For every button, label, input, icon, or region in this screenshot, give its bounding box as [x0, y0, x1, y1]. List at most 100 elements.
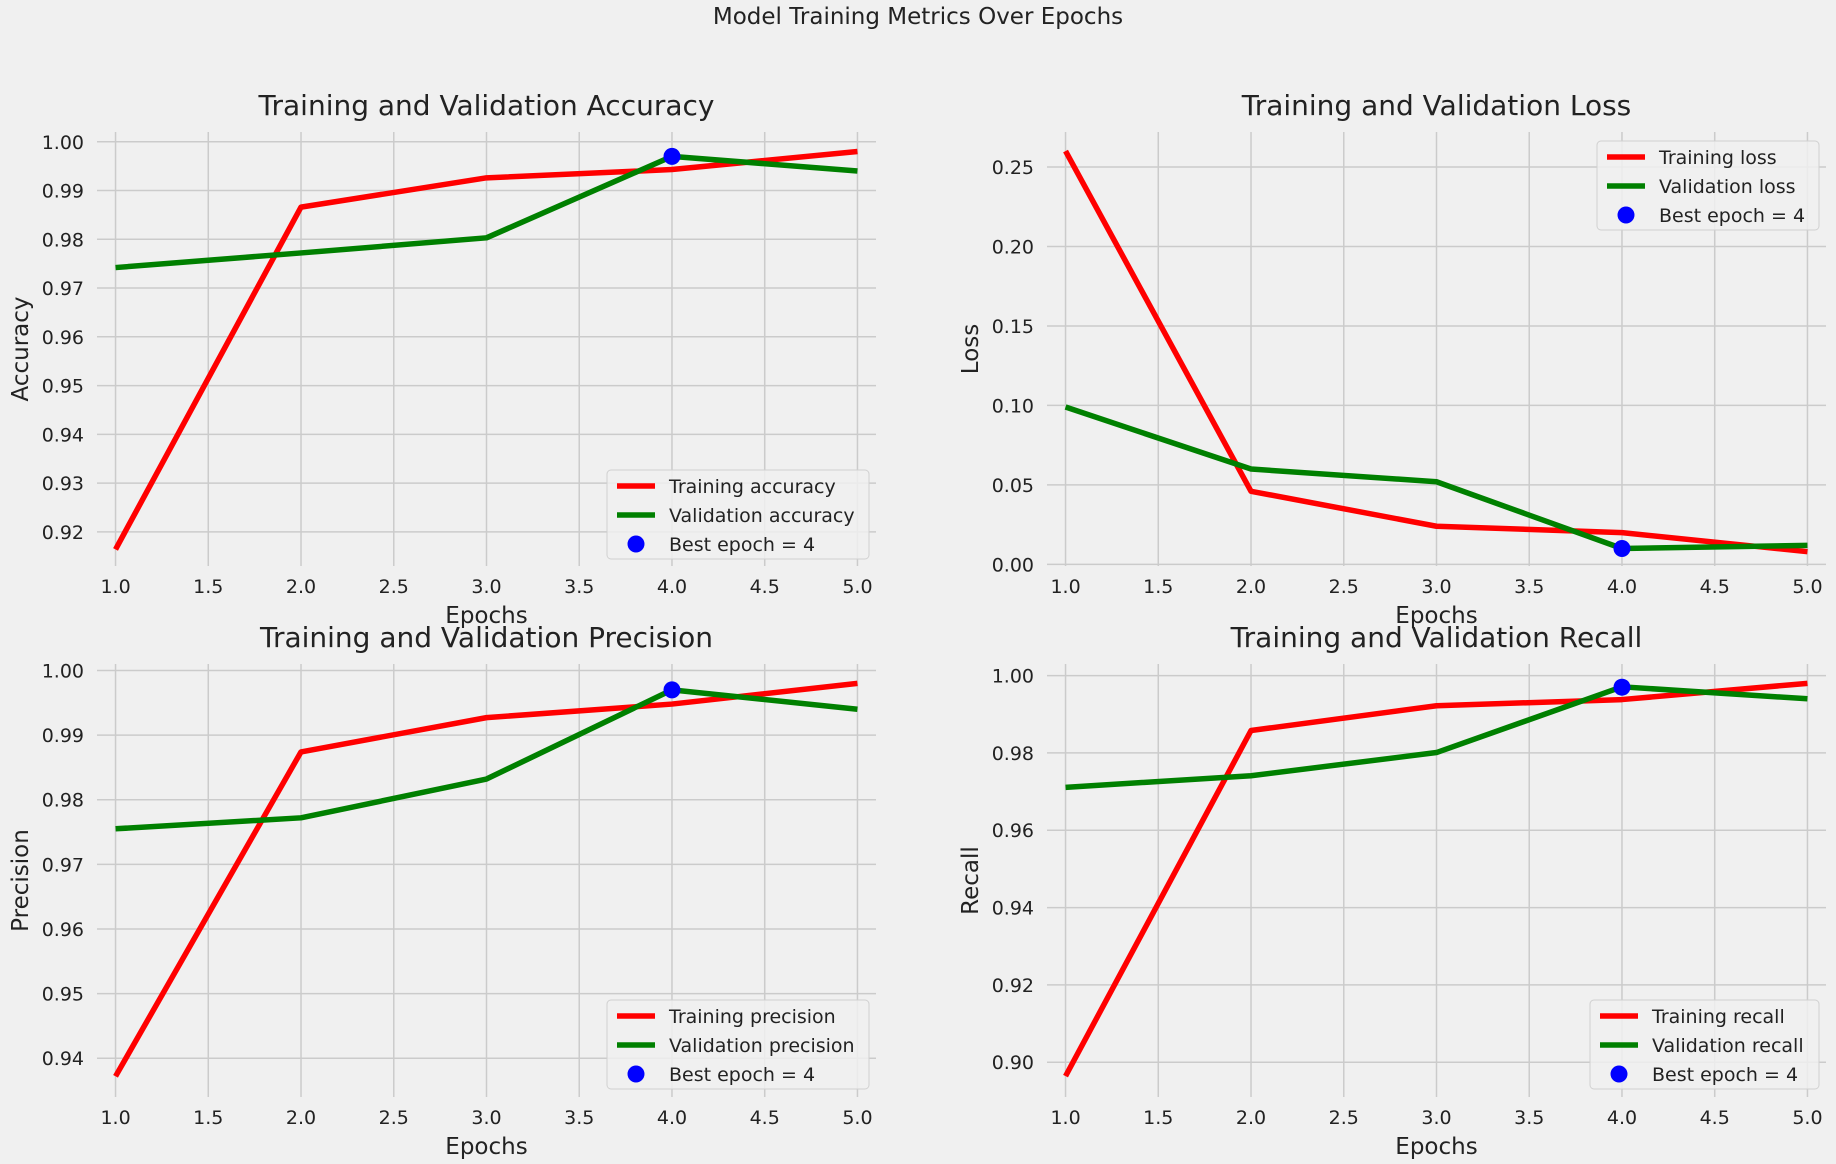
x-tick-label: 2.5 [379, 1107, 409, 1129]
x-tick-label: 3.0 [471, 576, 501, 598]
series-line-training [1063, 680, 1808, 1078]
y-tick-label: 0.25 [992, 157, 1034, 179]
legend-label: Best epoch = 4 [669, 534, 815, 556]
x-tick-label: 1.5 [193, 576, 223, 598]
x-axis-label: Epochs [445, 1134, 527, 1160]
series-line-validation [1064, 404, 1808, 552]
y-tick-label: 0.15 [992, 316, 1034, 338]
y-tick-label: 0.10 [992, 395, 1034, 417]
x-tick-label: 2.5 [1329, 576, 1359, 598]
legend-label: Validation loss [1659, 176, 1796, 198]
legend-label: Best epoch = 4 [669, 1064, 815, 1086]
y-tick-label: 0.92 [42, 522, 84, 544]
best-epoch-point [1613, 678, 1631, 696]
legend-box [606, 999, 870, 1090]
x-tick-label: 4.0 [657, 576, 687, 598]
x-tick-label: 1.0 [1050, 1107, 1080, 1129]
best-epoch-point [663, 147, 681, 165]
legend: Training accuracy Validation accuracy Best… [606, 469, 870, 560]
y-tick-label: 0.94 [42, 424, 84, 446]
x-tick-label: 2.0 [1236, 1107, 1266, 1129]
y-axis-label: Precision [8, 829, 34, 932]
legend-label: Training precision [668, 1006, 836, 1028]
legend: Training precision Validation precision Be… [606, 999, 870, 1090]
legend-label: Validation recall [1652, 1035, 1804, 1057]
y-tick-label: 0.00 [992, 554, 1034, 576]
y-tick-label: 0.92 [992, 975, 1034, 997]
legend-box [606, 469, 870, 560]
x-tick-label: 1.0 [100, 1107, 130, 1129]
y-tick-label: 0.95 [42, 376, 84, 398]
x-tick-label: 4.0 [1607, 576, 1637, 598]
best-epoch-point [663, 681, 681, 699]
x-tick-label: 2.5 [1329, 1107, 1359, 1129]
subplot-2: 1.0 1.5 2.0 2.5 3.0 3.5 4.0 4.5 5.0 0.00 0.05 0.10 0… [958, 89, 1826, 629]
x-tick-label: 5.0 [842, 1107, 872, 1129]
subplot-1: 1.0 1.5 2.0 2.5 3.0 3.5 4.0 4.5 5.0 0.92 0.93 0.94 0… [8, 89, 876, 629]
series-line-training [1063, 149, 1808, 555]
x-tick-label: 3.5 [1514, 576, 1544, 598]
y-tick-label: 0.98 [992, 743, 1034, 765]
y-tick-label: 0.97 [42, 854, 84, 876]
subplot-4: 1.0 1.5 2.0 2.5 3.0 3.5 4.0 4.5 5.0 0.90 0.92 0.94 0… [958, 621, 1826, 1160]
x-tick-label: 4.0 [657, 1107, 687, 1129]
subplot-3: 1.0 1.5 2.0 2.5 3.0 3.5 4.0 4.5 5.0 0.94 0.95 0.96 0… [8, 621, 876, 1160]
best-epoch-point [1613, 540, 1631, 558]
y-tick-label: 0.90 [992, 1052, 1034, 1074]
x-tick-label: 3.5 [1514, 1107, 1544, 1129]
x-tick-label: 1.5 [193, 1107, 223, 1129]
series-line-validation [1065, 684, 1808, 791]
y-tick-label: 0.98 [42, 229, 84, 251]
x-axis-label: Epochs [445, 603, 527, 629]
subplot-title: Training and Validation Accuracy [258, 89, 715, 122]
x-tick-label: 5.0 [842, 576, 872, 598]
legend-marker [627, 1065, 645, 1083]
legend-label: Training accuracy [668, 476, 836, 498]
x-tick-label: 5.0 [1792, 576, 1822, 598]
x-axis-label: Epochs [1395, 603, 1477, 629]
y-tick-label: 0.05 [992, 475, 1034, 497]
y-tick-label: 0.98 [42, 790, 84, 812]
y-axis-label: Accuracy [8, 296, 34, 401]
legend-marker [1610, 1065, 1628, 1083]
legend-marker [1617, 206, 1635, 224]
x-tick-label: 1.5 [1143, 576, 1173, 598]
x-tick-label: 1.0 [100, 576, 130, 598]
legend: Training loss Validation loss Best epoch =… [1596, 140, 1820, 231]
x-tick-label: 3.0 [471, 1107, 501, 1129]
legend-label: Best epoch = 4 [1652, 1064, 1798, 1086]
y-tick-label: 0.99 [42, 725, 84, 747]
x-tick-label: 1.0 [1050, 576, 1080, 598]
figure-suptitle: Model Training Metrics Over Epochs [712, 4, 1124, 30]
x-tick-label: 2.5 [379, 576, 409, 598]
x-tick-label: 2.0 [1236, 576, 1266, 598]
legend-label: Training loss [1658, 147, 1777, 169]
legend-box [1596, 140, 1820, 231]
legend: Training recall Validation recall Best epo… [1589, 999, 1820, 1090]
y-axis-label: Loss [958, 324, 984, 374]
legend-label: Validation accuracy [669, 505, 855, 527]
series-line-validation [115, 687, 858, 832]
x-tick-label: 5.0 [1792, 1107, 1822, 1129]
x-tick-label: 1.5 [1143, 1107, 1173, 1129]
legend-label: Training recall [1651, 1006, 1785, 1028]
y-tick-label: 0.96 [42, 327, 84, 349]
x-tick-label: 4.0 [1607, 1107, 1637, 1129]
x-tick-label: 3.5 [564, 1107, 594, 1129]
x-tick-label: 4.5 [750, 1107, 780, 1129]
y-tick-label: 0.96 [992, 820, 1034, 842]
y-axis-label: Recall [958, 846, 984, 915]
y-tick-label: 0.97 [42, 278, 84, 300]
subplot-title: Training and Validation Recall [1230, 621, 1643, 654]
series-line-validation [115, 153, 858, 271]
x-tick-label: 2.0 [286, 576, 316, 598]
y-tick-label: 0.94 [42, 1048, 84, 1070]
x-tick-label: 4.5 [1700, 1107, 1730, 1129]
subplot-title: Training and Validation Precision [259, 621, 713, 654]
legend-box [1589, 999, 1820, 1090]
y-tick-label: 0.95 [42, 984, 84, 1006]
y-tick-label: 0.94 [992, 898, 1034, 920]
legend-label: Best epoch = 4 [1659, 205, 1805, 227]
